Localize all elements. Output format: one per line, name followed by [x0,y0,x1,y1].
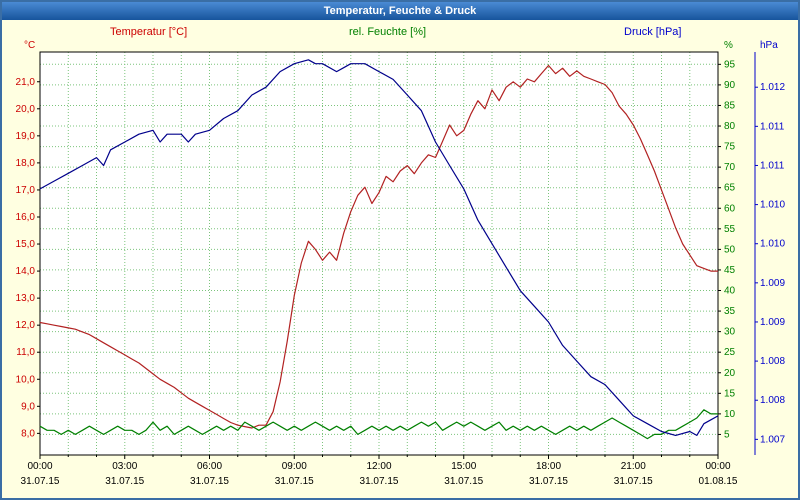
svg-text:00:00: 00:00 [705,461,730,472]
svg-text:35: 35 [724,306,736,317]
svg-text:15:00: 15:00 [451,461,476,472]
svg-text:21:00: 21:00 [621,461,646,472]
svg-text:03:00: 03:00 [112,461,137,472]
svg-text:31.07.15: 31.07.15 [275,476,314,487]
svg-text:12:00: 12:00 [366,461,391,472]
svg-text:06:00: 06:00 [197,461,222,472]
svg-text:31.07.15: 31.07.15 [105,476,144,487]
humidity-axis-title: rel. Feuchte [%] [349,26,427,38]
svg-text:5: 5 [724,429,730,440]
svg-text:1.011: 1.011 [760,121,785,132]
svg-text:21,0: 21,0 [16,77,36,88]
svg-text:1.009: 1.009 [760,278,785,289]
svg-text:30: 30 [724,327,736,338]
svg-text:18:00: 18:00 [536,461,561,472]
svg-text:20,0: 20,0 [16,104,36,115]
svg-text:18,0: 18,0 [16,158,36,169]
window-title-bar: Temperatur, Feuchte & Druck [2,2,798,20]
svg-text:13,0: 13,0 [16,293,36,304]
svg-text:11,0: 11,0 [16,347,35,358]
svg-text:20: 20 [724,368,736,379]
svg-text:10: 10 [724,409,736,420]
svg-text:90: 90 [724,80,736,91]
svg-text:1.008: 1.008 [760,356,785,367]
svg-text:1.009: 1.009 [760,317,785,328]
svg-text:8,0: 8,0 [21,428,35,439]
svg-text:45: 45 [724,265,736,276]
svg-text:1.012: 1.012 [760,82,785,93]
svg-text:65: 65 [724,183,736,194]
svg-text:31.07.15: 31.07.15 [190,476,229,487]
svg-text:17,0: 17,0 [16,185,36,196]
svg-text:25: 25 [724,347,736,358]
svg-text:01.08.15: 01.08.15 [699,476,738,487]
pressure-axis-title: Druck [hPa] [624,26,682,38]
svg-text:1.010: 1.010 [760,239,785,250]
temperature-axis-title: Temperatur [°C] [110,26,188,38]
svg-text:1.008: 1.008 [760,395,785,406]
svg-text:31.07.15: 31.07.15 [444,476,483,487]
svg-text:70: 70 [724,162,736,173]
svg-text:75: 75 [724,142,736,153]
svg-text:55: 55 [724,224,736,235]
svg-text:00:00: 00:00 [27,461,52,472]
svg-text:31.07.15: 31.07.15 [614,476,653,487]
svg-text:95: 95 [724,59,736,70]
svg-text:1.011: 1.011 [760,160,785,171]
svg-text:1.010: 1.010 [760,200,785,211]
svg-text:1.007: 1.007 [760,434,785,445]
svg-text:16,0: 16,0 [16,212,36,223]
svg-text:12,0: 12,0 [16,320,36,331]
pressure-unit-label: hPa [760,40,778,51]
svg-text:31.07.15: 31.07.15 [529,476,568,487]
svg-text:31.07.15: 31.07.15 [21,476,60,487]
humidity-unit-label: % [724,40,733,51]
svg-text:15,0: 15,0 [16,239,36,250]
svg-text:80: 80 [724,121,736,132]
window-title: Temperatur, Feuchte & Druck [323,5,477,17]
svg-text:50: 50 [724,244,736,255]
svg-text:10,0: 10,0 [16,374,36,385]
svg-text:31.07.15: 31.07.15 [360,476,399,487]
svg-text:85: 85 [724,100,736,111]
svg-text:19,0: 19,0 [16,131,36,142]
svg-text:9,0: 9,0 [21,401,35,412]
svg-text:09:00: 09:00 [282,461,307,472]
svg-text:60: 60 [724,203,736,214]
temperature-unit-label: °C [24,40,36,51]
svg-text:40: 40 [724,286,736,297]
svg-text:15: 15 [724,388,736,399]
svg-text:14,0: 14,0 [16,266,36,277]
